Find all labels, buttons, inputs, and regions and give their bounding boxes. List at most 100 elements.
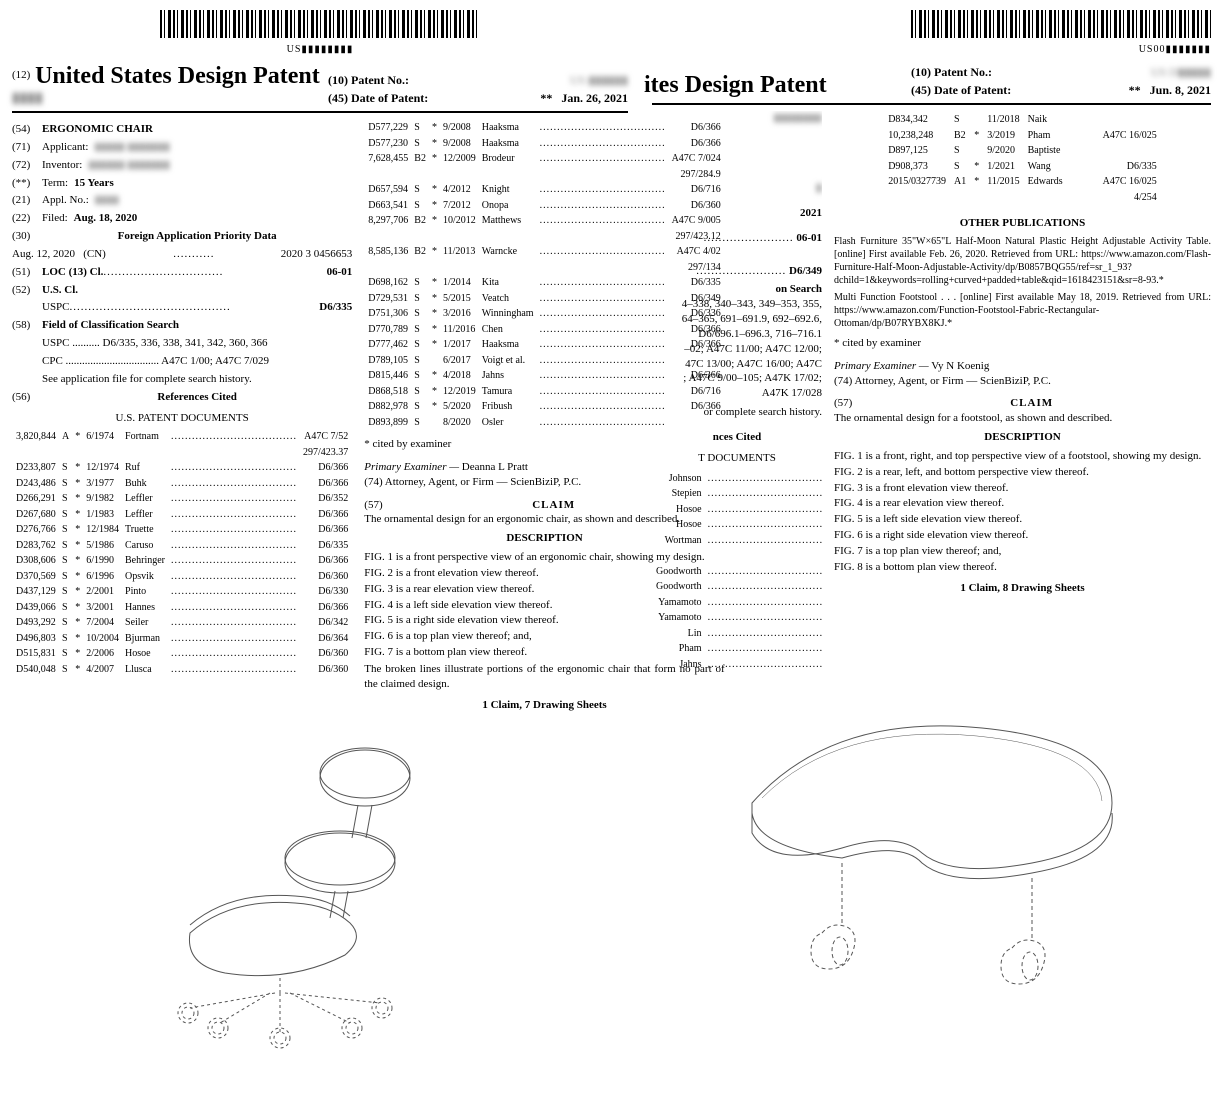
appl-no-label: Appl. No.: xyxy=(42,193,89,208)
cited-by-examiner-note: * cited by examiner xyxy=(834,336,1211,351)
reference-row: 297/423.41 xyxy=(654,549,822,563)
reference-row: LinD6/406.1 xyxy=(654,627,822,641)
figure-line: FIG. 1 is a front, right, and top perspe… xyxy=(834,449,1211,464)
patent-page-right: US00▮▮▮▮▮▮▮ ites Design Patent (10) Pate… xyxy=(640,0,1223,1066)
reference-row: D283,762S*5/1986CarusoD6/335 xyxy=(14,539,350,553)
references-cited-hdr: References Cited xyxy=(157,390,237,405)
attorney-value: ScienBiziP, P.C. xyxy=(980,375,1051,387)
patent-page-left: US▮▮▮▮▮▮▮▮ (12) United States Design Pat… xyxy=(0,0,640,1066)
page-title: United States Design Patent xyxy=(35,63,320,89)
uspc-label: USPC xyxy=(42,300,70,315)
patent-no-value: US D▮▮▮▮▮ xyxy=(1151,63,1211,81)
frag-search-hdr: on Search xyxy=(652,282,822,297)
reference-row: HosoeD6/696.3 xyxy=(654,518,822,532)
reference-row: 297/423.37 xyxy=(14,446,350,460)
uspc-value: D6/335 xyxy=(319,300,352,315)
frag-search-lines: 4–338, 340–343, 349–353, 355,64–365, 691… xyxy=(652,297,822,401)
date-stars: ** xyxy=(540,91,552,105)
field-search-label: Field of Classification Search xyxy=(42,318,179,333)
inventor-value: ▮▮▮▮▮▮ ▮▮▮▮▮▮▮ xyxy=(88,158,169,173)
primary-examiner-value: Deanna L Pratt xyxy=(462,461,528,473)
footstool-drawing-icon xyxy=(692,683,1172,1023)
patent-no-label: (10) Patent No.: xyxy=(328,71,409,89)
reference-row: D493,292S*7/2004SeilerD6/342 xyxy=(14,616,350,630)
dotfill-icon xyxy=(173,247,213,262)
header-right: (10) Patent No.: US D▮▮▮▮▮ (45) Date of … xyxy=(911,63,1211,99)
right-column: D834,342S11/2018Naik10,238,248B2*3/2019P… xyxy=(834,111,1211,673)
field-search-note: See application file for complete search… xyxy=(42,372,252,387)
header-right: (10) Patent No.: US ▮▮▮▮▮▮ (45) Date of … xyxy=(328,71,628,107)
figure-line: FIG. 5 is a left side elevation view the… xyxy=(834,512,1211,527)
frag-search-line: –02; A47C 11/00; A47C 12/00; xyxy=(652,342,822,357)
patent-no-label: (10) Patent No.: xyxy=(911,63,992,81)
field-search-cpc: CPC .................................. A… xyxy=(42,354,269,369)
barcode-block: US00▮▮▮▮▮▮▮ xyxy=(652,10,1211,55)
other-publications-hdr: OTHER PUBLICATIONS xyxy=(834,216,1211,231)
reference-row: GoodworthD6/696.1 xyxy=(654,580,822,594)
reference-row: WortmanA47C 9/002 xyxy=(654,534,822,548)
frag-refs-hdr: nces Cited xyxy=(652,430,822,445)
frag-uspc: D6/349 xyxy=(789,265,822,277)
reference-row: D267,680S*1/1983LefflerD6/366 xyxy=(14,508,350,522)
frag-history-note: or complete search history. xyxy=(652,405,822,420)
primary-examiner-label: Primary Examiner — xyxy=(834,360,929,372)
reference-row: D243,486S*3/1977BuhkD6/366 xyxy=(14,477,350,491)
reference-row: D897,125S9/2020Baptiste xyxy=(885,144,1160,158)
patent-no-value: US ▮▮▮▮▮▮ xyxy=(570,71,628,89)
us-patent-docs-hdr: U.S. PATENT DOCUMENTS xyxy=(12,411,352,426)
priority-number: 2020 3 0456653 xyxy=(281,247,353,262)
figure-line: FIG. 6 is a right side elevation view th… xyxy=(834,528,1211,543)
reference-row: 3,820,844A*6/1974FortnamA47C 7/52 xyxy=(14,430,350,444)
description-header: DESCRIPTION xyxy=(834,430,1211,445)
top-references-table: D834,342S11/2018Naik10,238,248B2*3/2019P… xyxy=(883,111,1162,206)
reference-row: D276,766S*12/1984TruetteD6/366 xyxy=(14,523,350,537)
primary-examiner-label: Primary Examiner — xyxy=(364,461,459,473)
clipped-left-column: ▮▮▮▮▮▮▮▮ ▮ 2021 06-01 D6/349 on Search 4… xyxy=(652,111,822,673)
barcode-icon xyxy=(160,10,480,38)
reference-row: JohnsonD6/696 xyxy=(654,472,822,486)
applicant-label: Applicant: xyxy=(42,140,88,155)
claim-field-num: (57) xyxy=(834,396,852,411)
field-search-uspc: USPC .......... D6/335, 336, 338, 341, 3… xyxy=(42,336,268,351)
date-of-patent-label: (45) Date of Patent: xyxy=(911,81,1011,99)
reference-row: StepienD6/349 xyxy=(654,487,822,501)
reference-row: D439,066S*3/2001HannesD6/366 xyxy=(14,601,350,615)
reference-row: PhamD6/353 xyxy=(654,642,822,656)
reference-row: D437,129S*2/2001PintoD6/330 xyxy=(14,585,350,599)
claim-count: 1 Claim, 8 Drawing Sheets xyxy=(834,581,1211,596)
primary-examiner-value: Vy N Koenig xyxy=(931,360,989,372)
publications-list: Flash Furniture 35"W×65"L Half-Moon Natu… xyxy=(834,235,1211,330)
left-column: (54)ERGONOMIC CHAIR (71)Applicant:▮▮▮▮▮ … xyxy=(12,119,352,713)
body-columns: ▮▮▮▮▮▮▮▮ ▮ 2021 06-01 D6/349 on Search 4… xyxy=(652,111,1211,673)
figure-line: FIG. 8 is a bottom plan view thereof. xyxy=(834,560,1211,575)
drawing-footstool xyxy=(652,683,1211,1026)
publication-entry: Multi Function Footstool . . . [online] … xyxy=(834,291,1211,330)
header-row: (12) United States Design Patent ▮▮▮▮ (1… xyxy=(12,63,628,113)
invention-title: ERGONOMIC CHAIR xyxy=(42,122,153,137)
frag-line: ▮▮▮▮▮▮▮▮ xyxy=(652,111,822,151)
figure-line: FIG. 4 is a rear elevation view thereof. xyxy=(834,496,1211,511)
page-title: ites Design Patent xyxy=(644,72,827,98)
barcode-label: US▮▮▮▮▮▮▮▮ xyxy=(287,44,354,55)
loc-value: 06-01 xyxy=(327,265,353,280)
reference-row: D496,803S*10/2004BjurmanD6/364 xyxy=(14,632,350,646)
reference-row: D370,569S*6/1996OpsvikD6/360 xyxy=(14,570,350,584)
appl-no-value: ▮▮▮▮ xyxy=(95,193,119,208)
frag-line: ▮ xyxy=(652,181,822,196)
attorney-label: (74) Attorney, Agent, or Firm — xyxy=(834,375,977,387)
frag-search-line: 4–338, 340–343, 349–353, 355, xyxy=(652,297,822,312)
date-of-patent-label: (45) Date of Patent: xyxy=(328,89,428,107)
reference-row: 10,238,248B2*3/2019PhamA47C 16/025 xyxy=(885,129,1160,143)
loc-label: LOC (13) Cl. xyxy=(42,265,103,280)
priority-country: (CN) xyxy=(83,248,106,260)
reference-row: YamamotoD6/656.15 xyxy=(654,596,822,610)
reference-row: HosoeD6/696.3 xyxy=(654,503,822,517)
barcode-block: US▮▮▮▮▮▮▮▮ xyxy=(12,10,628,55)
reference-row: D233,807S*12/1974RufD6/366 xyxy=(14,461,350,475)
inventor-label: Inventor: xyxy=(42,158,82,173)
reference-row: D908,373S*1/2021WangD6/335 xyxy=(885,160,1160,174)
applicant-value: ▮▮▮▮▮ ▮▮▮▮▮▮▮ xyxy=(94,140,169,155)
figure-line: FIG. 2 is a rear, left, and bottom persp… xyxy=(834,465,1211,480)
date-of-patent-value: Jan. 26, 2021 xyxy=(561,91,628,105)
frag-search-line: A47K 17/028 xyxy=(652,386,822,401)
